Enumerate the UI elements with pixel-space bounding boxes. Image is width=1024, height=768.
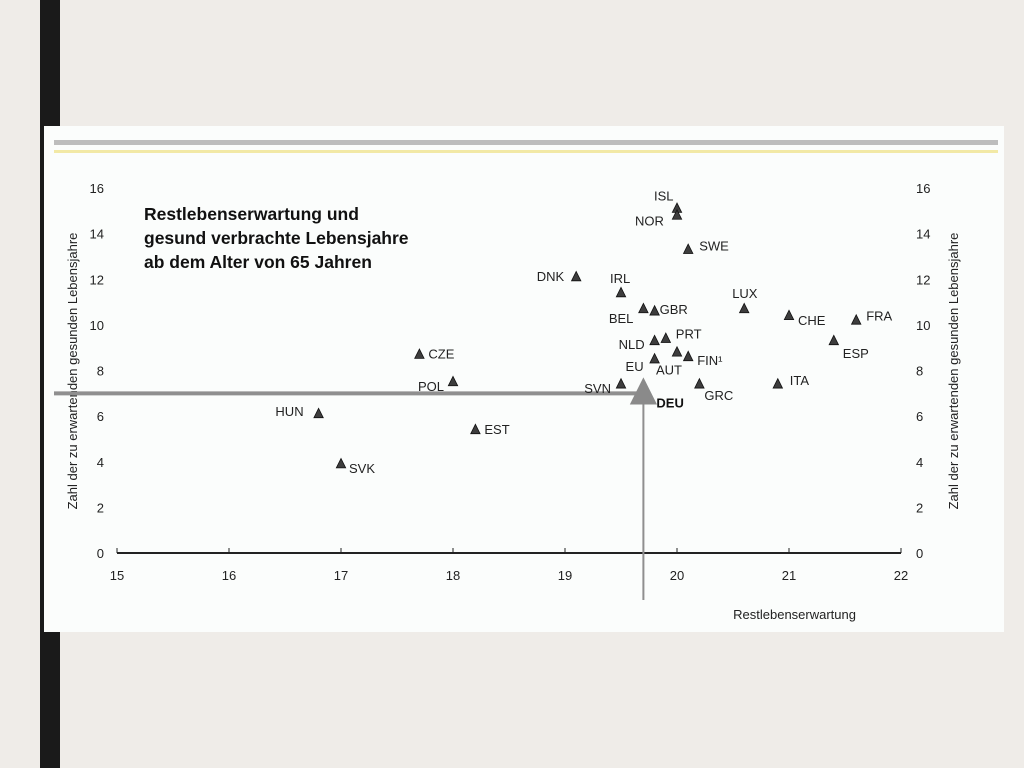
data-point-marker: [615, 377, 627, 389]
y-tick-label-left: 14: [90, 227, 104, 242]
y-tick-label-left: 0: [97, 546, 104, 561]
y-tick-label-right: 12: [916, 272, 930, 287]
deu-label: DEU: [656, 395, 683, 410]
y-tick-label-left: 2: [97, 500, 104, 515]
chart-title: Restlebenserwartung und gesund verbracht…: [144, 202, 409, 274]
top-rule: [54, 140, 998, 145]
chart-title-line: ab dem Alter von 65 Jahren: [144, 252, 372, 272]
y-tick-label-left: 4: [97, 455, 104, 470]
data-point-marker: [649, 352, 660, 364]
data-point-marker: [694, 377, 705, 389]
y-axis-title-right: Zahl der zu erwartenden gesunden Lebensj…: [946, 233, 961, 510]
data-point-label: SWE: [699, 239, 729, 254]
data-point-marker: [828, 334, 840, 346]
data-point-label: ESP: [843, 346, 869, 361]
x-tick-label: 21: [782, 568, 796, 583]
data-point-label: EST: [484, 422, 509, 437]
data-point-marker: [671, 345, 683, 357]
data-point-label: GRC: [704, 388, 733, 403]
data-point-marker: [570, 270, 582, 282]
data-point-label: FRA: [866, 308, 892, 323]
data-point-marker: [470, 423, 481, 435]
data-point-label: HUN: [275, 404, 303, 419]
x-tick-label: 18: [446, 568, 460, 583]
data-point-marker: [615, 286, 627, 298]
y-tick-label-right: 14: [916, 227, 930, 242]
data-point-marker: [649, 334, 660, 346]
y-tick-label-right: 4: [916, 455, 923, 470]
data-point-marker: [335, 457, 347, 469]
x-tick-label: 22: [894, 568, 908, 583]
data-point-marker: [671, 208, 683, 220]
data-point-marker: [660, 332, 672, 343]
y-tick-label-left: 10: [90, 318, 104, 333]
data-point-label: SVK: [349, 461, 375, 476]
data-point-label: GBR: [660, 302, 688, 317]
data-point-label: BEL: [609, 311, 634, 326]
top-highlight-rule: [54, 150, 998, 153]
y-tick-label-right: 16: [916, 181, 930, 196]
data-point-label: EU: [626, 359, 644, 374]
data-point-marker: [682, 243, 694, 254]
x-tick-label: 19: [558, 568, 572, 583]
data-point-marker: [738, 302, 750, 314]
data-point-marker: [447, 375, 459, 387]
data-point-marker: [313, 407, 324, 419]
x-tick-label: 20: [670, 568, 684, 583]
x-tick-label: 15: [110, 568, 124, 583]
y-tick-label-left: 12: [90, 272, 104, 287]
chart-figure: 15 16 17 18 19 20 21 22 0 0 2 2 4 4 6 6 8 8 10 10 12 12 14 14 16…: [44, 126, 1004, 632]
y-tick-label-left: 8: [97, 364, 104, 379]
data-point-marker: [414, 348, 425, 359]
data-point-label: LUX: [732, 286, 758, 301]
data-point-label: NOR: [635, 213, 664, 228]
data-point-label: POL: [418, 379, 444, 394]
data-point-label: ITA: [790, 373, 810, 388]
y-tick-label-right: 2: [916, 500, 923, 515]
data-point-marker: [772, 377, 784, 389]
data-point-label: AUT: [656, 362, 682, 377]
y-tick-label-left: 16: [90, 181, 104, 196]
x-tick-label: 16: [222, 568, 236, 583]
y-tick-label-right: 0: [916, 546, 923, 561]
y-tick-label-left: 6: [97, 409, 104, 424]
chart-title-line: Restlebenserwartung und: [144, 204, 359, 224]
data-point-label: FIN¹: [697, 353, 723, 368]
data-point-label: NLD: [619, 337, 645, 352]
data-point-marker: [783, 309, 795, 321]
data-point-label: CZE: [428, 347, 454, 362]
x-axis-title: Restlebenserwartung: [733, 607, 856, 622]
data-point-marker: [850, 313, 862, 325]
y-tick-label-right: 8: [916, 364, 923, 379]
y-tick-label-right: 6: [916, 409, 923, 424]
data-point-marker: [638, 302, 649, 314]
data-point-marker: [682, 350, 694, 362]
deu-highlight-marker: [629, 377, 657, 405]
data-point-label: ISL: [654, 189, 674, 204]
data-point-label: IRL: [610, 271, 630, 286]
x-tick-label: 17: [334, 568, 348, 583]
data-point-label: DNK: [537, 269, 565, 284]
data-point-label: SVN: [584, 381, 611, 396]
y-axis-title-left: Zahl der zu erwartenden gesunden Lebensj…: [65, 233, 80, 510]
data-point-label: PRT: [676, 327, 702, 342]
y-tick-label-right: 10: [916, 318, 930, 333]
chart-title-line: gesund verbrachte Lebensjahre: [144, 228, 409, 248]
data-point-label: CHE: [798, 313, 826, 328]
data-point-marker: [649, 304, 660, 316]
